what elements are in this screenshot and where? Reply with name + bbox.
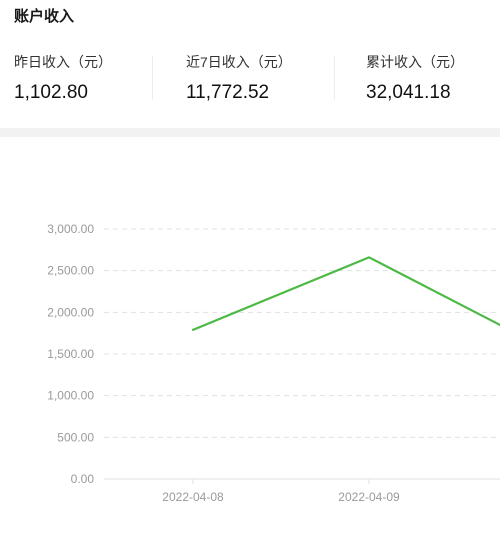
stat-divider xyxy=(152,56,153,100)
chart-y-tick-label: 2,500.00 xyxy=(47,264,94,278)
chart-y-tick-label: 0.00 xyxy=(71,472,95,486)
page-title: 账户收入 xyxy=(14,8,75,25)
chart-x-tick-label: 2022-04-09 xyxy=(338,490,400,504)
stat-yesterday-income: 昨日收入（元） 1,102.80 xyxy=(14,52,112,104)
stat-value: 11,772.52 xyxy=(186,82,270,103)
chart-gridlines xyxy=(104,228,500,480)
stat-value: 32,041.18 xyxy=(366,82,451,103)
chart-y-tick-label: 500.00 xyxy=(57,430,94,444)
income-line-chart: 0.00 500.00 1,000.00 1,500.00 2,000.00 2,500.… xyxy=(47,222,500,504)
chart-y-axis-labels: 0.00 500.00 1,000.00 1,500.00 2,000.00 2,500.… xyxy=(47,222,94,486)
chart-y-tick-label: 1,500.00 xyxy=(47,347,94,361)
stat-total-income: 累计收入（元） 32,041.18 xyxy=(366,52,464,104)
chart-y-tick-label: 3,000.00 xyxy=(47,222,94,236)
stat-value: 1,102.80 xyxy=(14,82,88,103)
income-chart-card: 0.00 500.00 1,000.00 1,500.00 2,000.00 2,500.… xyxy=(0,137,500,541)
stat-label: 昨日收入（元） xyxy=(14,54,112,70)
stat-divider xyxy=(334,56,335,100)
stat-label: 近7日收入（元） xyxy=(186,54,292,70)
chart-x-tick-label: 2022-04-08 xyxy=(162,490,224,504)
chart-y-tick-label: 2,000.00 xyxy=(47,305,94,319)
income-summary-card: 账户收入 昨日收入（元） 1,102.80 近7日收入（元） 11,772.52… xyxy=(0,0,500,128)
chart-y-tick-label: 1,000.00 xyxy=(47,389,94,403)
stat-label: 累计收入（元） xyxy=(366,54,464,70)
stat-7day-income: 近7日收入（元） 11,772.52 xyxy=(186,52,292,104)
